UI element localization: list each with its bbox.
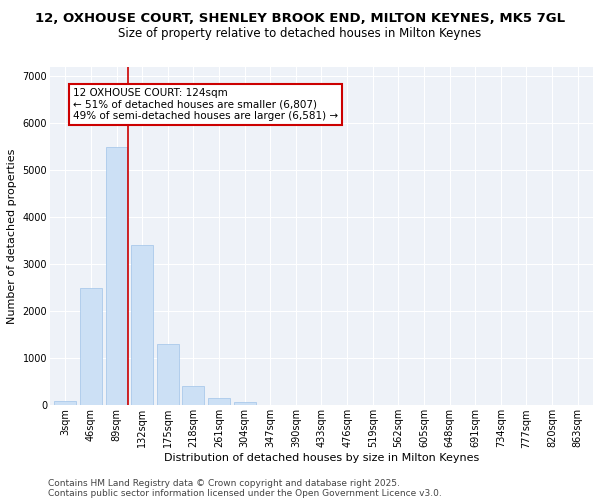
Bar xyxy=(55,400,76,405)
Bar xyxy=(106,147,127,405)
Bar xyxy=(234,402,256,405)
X-axis label: Distribution of detached houses by size in Milton Keynes: Distribution of detached houses by size … xyxy=(164,453,479,463)
Bar xyxy=(208,398,230,405)
Y-axis label: Number of detached properties: Number of detached properties xyxy=(7,148,17,324)
Bar xyxy=(157,344,179,405)
Text: 12 OXHOUSE COURT: 124sqm
← 51% of detached houses are smaller (6,807)
49% of sem: 12 OXHOUSE COURT: 124sqm ← 51% of detach… xyxy=(73,88,338,122)
Bar xyxy=(182,386,204,405)
Text: Size of property relative to detached houses in Milton Keynes: Size of property relative to detached ho… xyxy=(118,28,482,40)
Bar xyxy=(80,288,102,405)
Bar xyxy=(131,246,153,405)
Text: Contains public sector information licensed under the Open Government Licence v3: Contains public sector information licen… xyxy=(48,488,442,498)
Text: Contains HM Land Registry data © Crown copyright and database right 2025.: Contains HM Land Registry data © Crown c… xyxy=(48,478,400,488)
Text: 12, OXHOUSE COURT, SHENLEY BROOK END, MILTON KEYNES, MK5 7GL: 12, OXHOUSE COURT, SHENLEY BROOK END, MI… xyxy=(35,12,565,26)
